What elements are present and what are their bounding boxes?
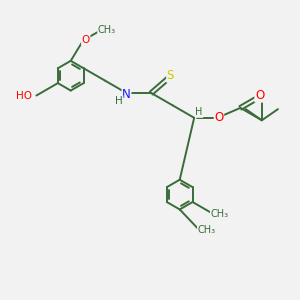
Text: N: N (122, 88, 131, 101)
Text: HO: HO (16, 91, 32, 100)
Text: S: S (167, 69, 174, 82)
Text: O: O (255, 89, 264, 102)
Text: O: O (214, 111, 224, 124)
Text: CH₃: CH₃ (210, 209, 229, 219)
Text: O: O (82, 35, 90, 45)
Text: CH₃: CH₃ (198, 225, 216, 235)
Text: H: H (115, 96, 123, 106)
Text: H: H (195, 107, 203, 117)
Text: CH₃: CH₃ (98, 25, 116, 35)
